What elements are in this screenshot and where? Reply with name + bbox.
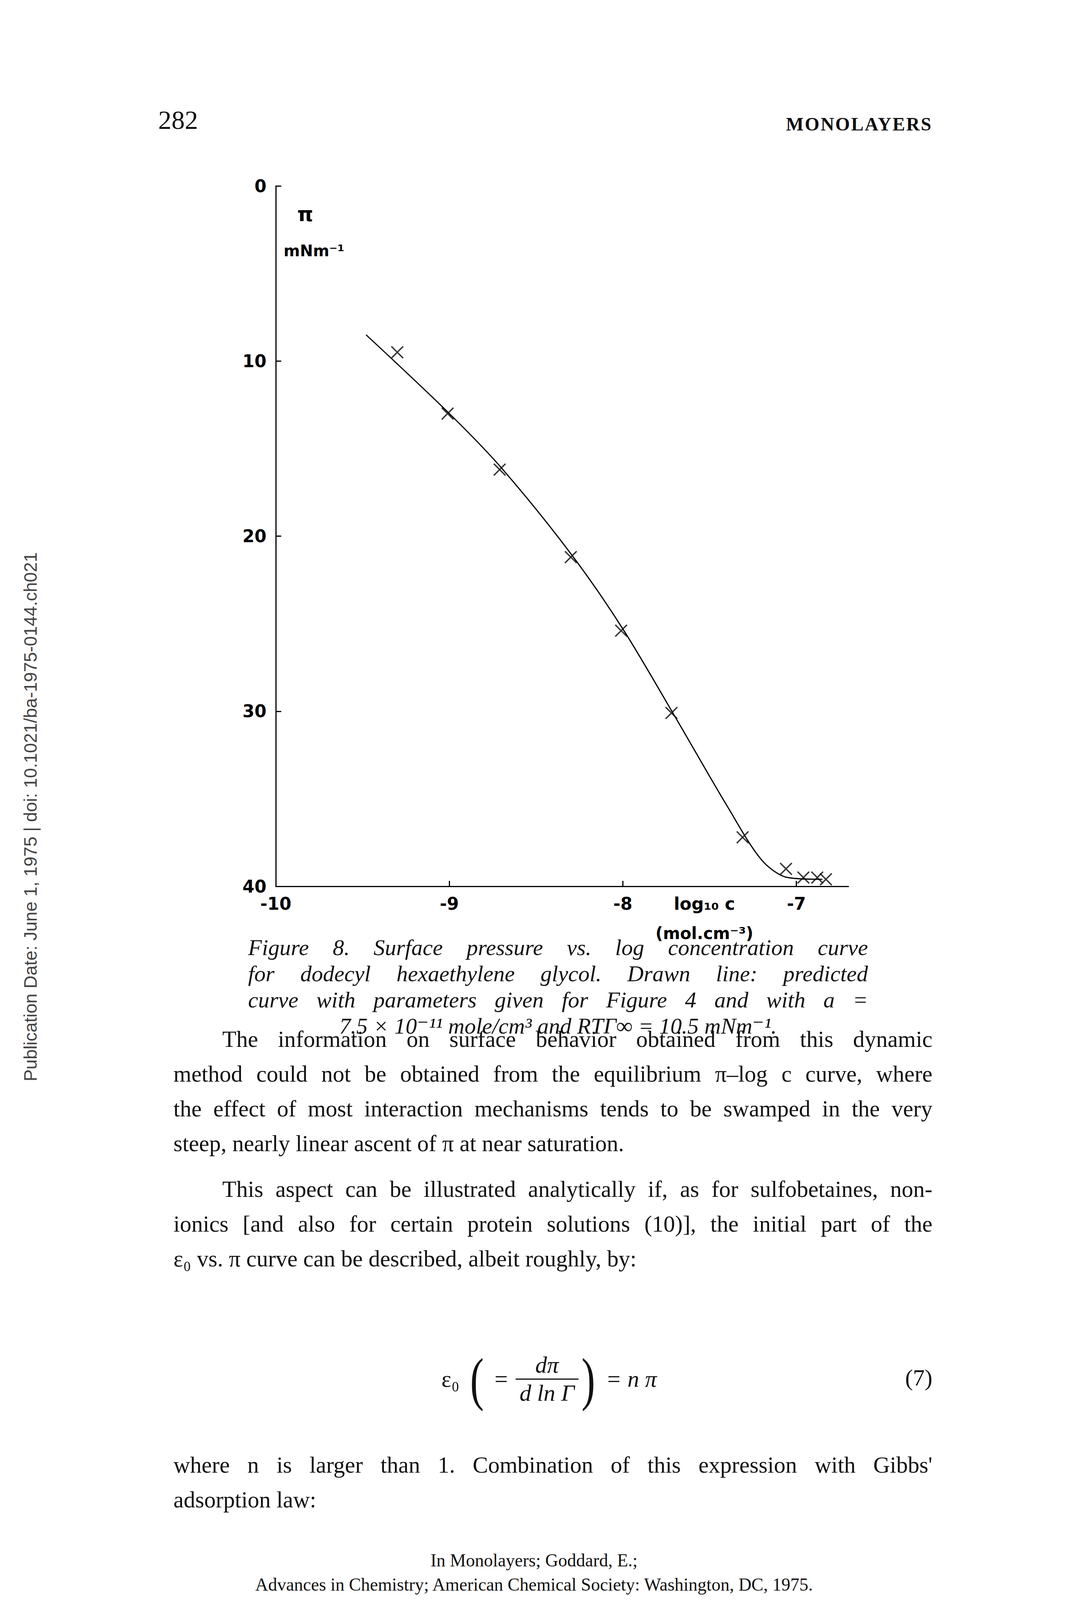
svg-text:30: 30	[242, 701, 267, 722]
svg-text:mNm⁻¹: mNm⁻¹	[283, 241, 345, 260]
svg-text:-8: -8	[613, 893, 633, 914]
svg-text:log₁₀ c: log₁₀ c	[673, 893, 736, 914]
svg-text:π: π	[297, 202, 314, 226]
svg-text:-9: -9	[439, 893, 459, 914]
svg-text:10: 10	[242, 351, 267, 372]
svg-text:-7: -7	[786, 893, 806, 914]
svg-text:0: 0	[254, 176, 267, 197]
svg-text:20: 20	[242, 526, 267, 547]
svg-text:-10: -10	[260, 893, 292, 914]
